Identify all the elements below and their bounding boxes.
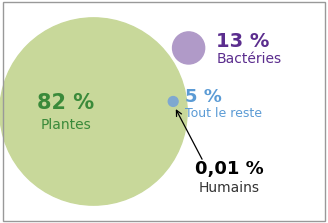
Text: 5 %: 5 % bbox=[185, 88, 222, 106]
Ellipse shape bbox=[168, 97, 178, 106]
Text: 13 %: 13 % bbox=[216, 32, 270, 51]
Text: 82 %: 82 % bbox=[37, 93, 94, 113]
Text: Plantes: Plantes bbox=[40, 118, 91, 132]
Text: Tout le reste: Tout le reste bbox=[185, 107, 262, 120]
Text: Bactéries: Bactéries bbox=[216, 52, 282, 66]
Ellipse shape bbox=[0, 18, 187, 205]
Text: 0,01 %: 0,01 % bbox=[195, 161, 264, 178]
Text: Humains: Humains bbox=[199, 182, 260, 195]
Ellipse shape bbox=[173, 32, 205, 64]
